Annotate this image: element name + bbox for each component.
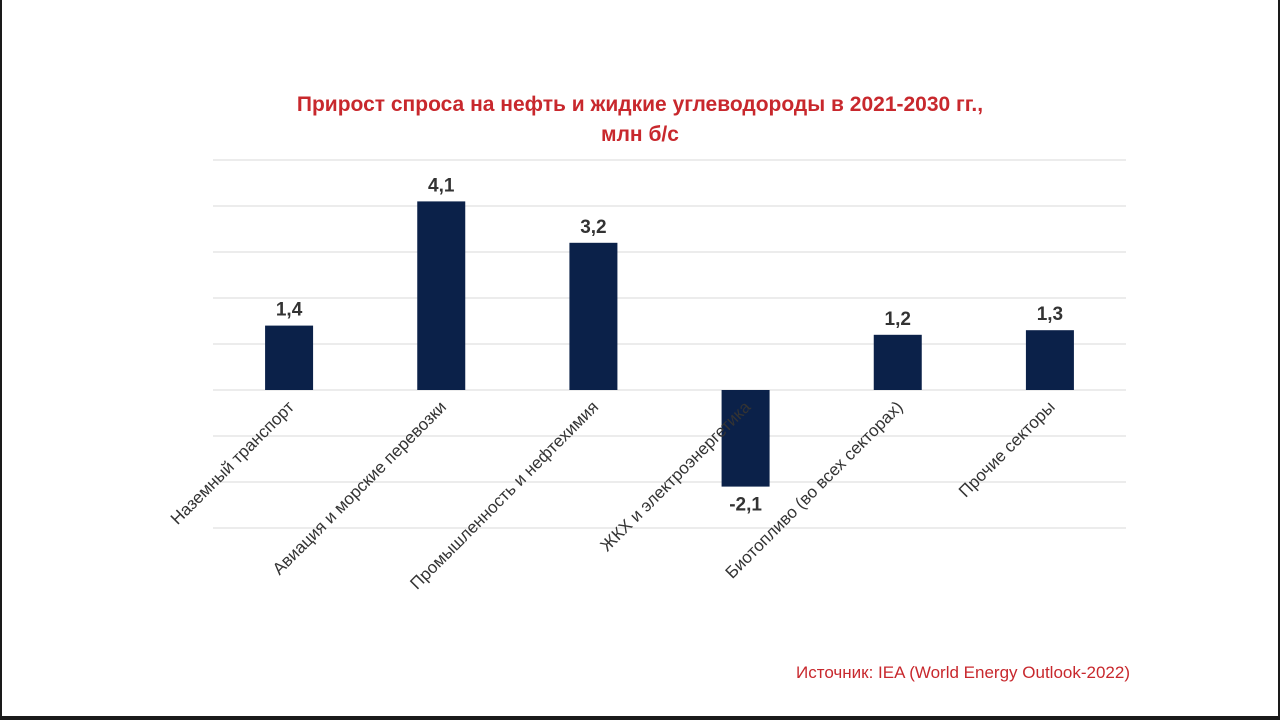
- gridlines: [213, 159, 1126, 529]
- value-label-2: 4,1: [428, 175, 455, 196]
- bar-5: [873, 334, 922, 390]
- chart-title-line-2: млн б/с: [601, 123, 679, 146]
- bars: [265, 201, 1074, 487]
- category-label-6: Прочие секторы: [955, 397, 1059, 501]
- value-labels: 1,4 4,1 3,2 -2,1 1,2 1,3: [276, 175, 1063, 515]
- bar-1: [265, 325, 314, 390]
- value-label-4: -2,1: [729, 495, 762, 516]
- category-label-1: Наземный транспорт: [167, 397, 298, 528]
- source-note: Источник: IEA (World Energy Outlook-2022…: [796, 663, 1130, 682]
- value-label-6: 1,3: [1037, 304, 1063, 325]
- bar-4: [721, 390, 770, 487]
- category-label-3: Промышленность и нефтехимия: [406, 397, 602, 593]
- bar-3: [569, 242, 618, 390]
- value-label-3: 3,2: [580, 217, 606, 238]
- bar-2: [417, 201, 466, 390]
- chart-title-line-1: Прирост спроса на нефть и жидкие углевод…: [297, 93, 983, 116]
- bar-6: [1025, 330, 1074, 390]
- category-label-2: Авиация и морские перевозки: [269, 397, 450, 578]
- value-label-5: 1,2: [885, 309, 911, 330]
- value-label-1: 1,4: [276, 300, 303, 321]
